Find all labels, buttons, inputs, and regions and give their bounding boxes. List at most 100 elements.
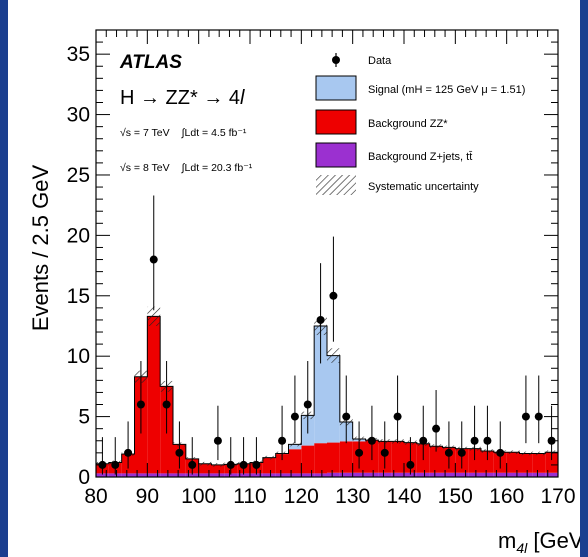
process-label: H → ZZ* → 4l [120,87,245,109]
bar-zjets [442,472,456,477]
syst-band [327,348,340,363]
x-tick-label: 140 [386,485,421,508]
legend-marker-data [332,56,340,64]
data-point [111,460,120,469]
data-point [316,315,325,324]
bar-zjets [160,473,173,477]
y-tick-label: 10 [67,345,90,368]
bar-zz [211,464,225,474]
bar-signal [288,444,302,450]
y-tick-label: 0 [78,466,90,489]
x-tick-label: 80 [84,485,107,508]
x-tick-label: 150 [438,485,473,508]
data-point [290,412,299,421]
experiment-label: ATLAS [119,52,182,73]
legend-swatch-syst [316,175,356,195]
y-tick-label: 35 [67,43,90,66]
bar-zz [262,457,276,474]
bar-zjets [108,473,122,477]
bar-zjets [121,473,135,477]
bar-zjets [237,473,250,477]
data-point [162,400,171,409]
bar-zjets [545,472,558,477]
data-point [496,448,505,457]
data-point [342,412,351,421]
bar-zjets [391,472,404,477]
legend-label-data: Data [368,55,392,67]
bar-zz [301,445,315,474]
legend-entry-zz: Background ZZ* [315,109,448,135]
chart-frame: 80 90 100 110 120 130 140 150 160 170 0 5 10 15 20 25 30… [8,0,580,557]
bar-zz [391,441,404,473]
data-point [303,400,312,409]
bar-zjets [301,473,315,477]
bar-zz [506,452,520,473]
bar-zjets [147,473,161,477]
bar-zz [147,316,161,474]
y-tick-label: 30 [67,104,90,127]
data-point [534,412,543,421]
x-tick-label: 130 [335,485,370,508]
bar-zjets [506,472,520,477]
bar-zjets [352,472,366,477]
bar-zjets [96,473,109,477]
x-tick-label: 100 [181,485,216,508]
bar-zjets [275,473,289,477]
bar-signal [314,325,327,444]
bar-zjets [468,472,481,477]
axes: 80 90 100 110 120 130 140 150 160 170 0 5 10 15 20 25 30… [67,29,576,508]
bar-zjets [314,473,327,477]
data-point [457,448,466,457]
bar-zz [532,453,546,473]
bar-zjets [429,472,443,477]
plot-frame [95,29,559,478]
x-tick-label: 120 [284,485,319,508]
data-point [239,460,248,469]
data-point [124,448,133,457]
legend-entry-signal: Signal (mH = 125 GeV μ = 1.51) [315,75,525,101]
y-axis-label: Events / 2.5 GeV [28,165,53,332]
data-point [380,448,389,457]
bar-zz [519,453,533,473]
data-point [483,436,492,445]
data-point [393,412,402,421]
bar-zjets [365,472,379,477]
legend-label-zz: Background ZZ* [368,118,448,130]
legend-swatch-signal [315,75,357,101]
legend-entry-data: Data [332,53,392,67]
data-point [149,255,158,264]
chart: 80 90 100 110 120 130 140 150 160 170 0 5 10 15 20 25 30… [28,29,580,556]
bar-zjets [378,472,392,477]
data-point [252,460,261,469]
bar-zjets [532,472,546,477]
bar-zz [339,441,353,473]
syst-band [198,461,212,466]
bar-zjets [262,473,276,477]
legend-entry-zjets: Background Z+jets, tt̄ [315,142,473,168]
data-point [521,412,530,421]
data-point [226,460,235,469]
x-tick-label: 170 [540,485,575,508]
bar-zjets [416,472,430,477]
x-axis-label: m4l [GeV] [498,528,580,556]
data-points [98,195,556,475]
data-point [175,448,184,457]
bar-zjets [224,473,238,477]
legend: Data Signal (mH = 125 GeV μ = 1.51) Back… [315,53,525,195]
syst-band [211,463,225,467]
data-point [278,436,287,445]
data-point [329,291,338,300]
data-point [188,460,197,469]
data-point [406,460,415,469]
bar-zjets [173,473,186,477]
bar-zjets [339,472,353,477]
legend-label-syst: Systematic uncertainty [368,181,479,193]
data-point [136,400,145,409]
legend-swatch-zz [315,109,357,135]
x-tick-label: 110 [233,485,266,508]
data-point [419,436,428,445]
bar-zjets [250,473,263,477]
syst-band [532,451,546,456]
bar-signal [327,355,340,443]
bar-zjets [455,472,469,477]
